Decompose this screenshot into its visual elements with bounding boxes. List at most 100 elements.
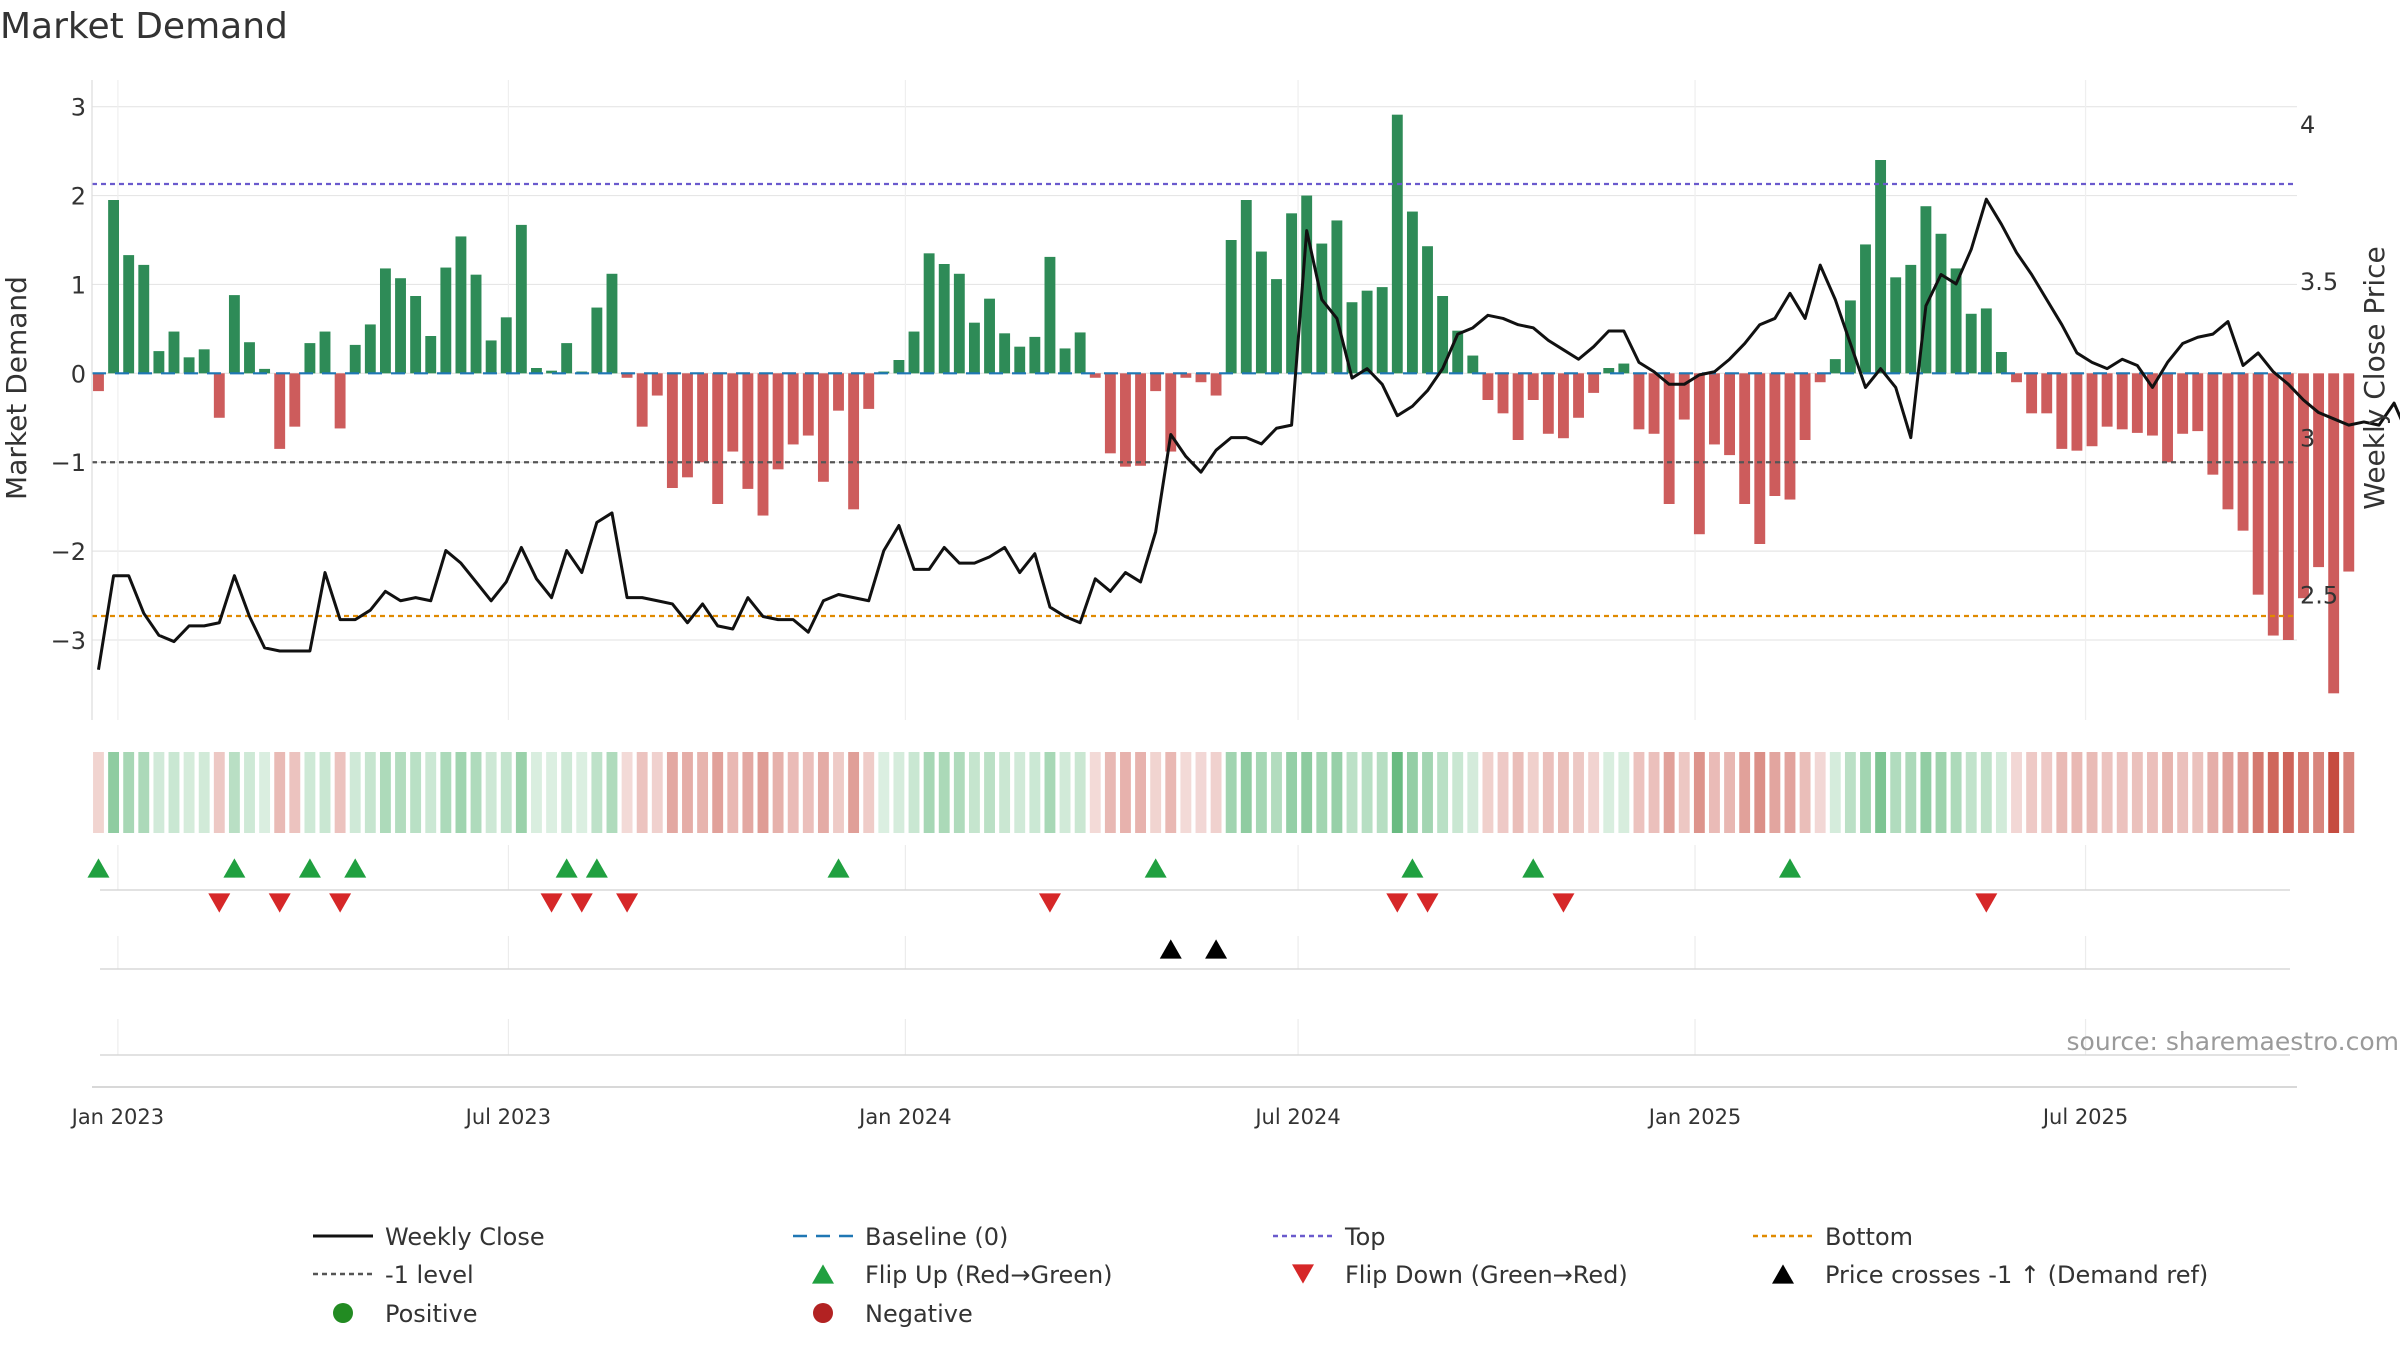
legend-label: Weekly Close bbox=[385, 1223, 545, 1251]
demand-bar bbox=[1844, 300, 1856, 374]
demand-bar bbox=[984, 298, 995, 374]
heat-cell bbox=[1316, 752, 1328, 833]
demand-bar bbox=[606, 273, 618, 374]
demand-bar bbox=[682, 373, 693, 478]
demand-bar bbox=[727, 373, 739, 452]
heat-cell bbox=[546, 752, 557, 833]
heat-cell bbox=[1633, 752, 1645, 833]
demand-bar bbox=[93, 373, 104, 392]
demand-bar bbox=[1361, 290, 1373, 374]
heat-cell bbox=[1391, 752, 1403, 833]
demand-bar bbox=[1678, 373, 1690, 420]
demand-bar bbox=[1104, 373, 1116, 454]
demand-bar bbox=[1089, 373, 1101, 378]
flip-down-marker bbox=[1552, 893, 1575, 913]
legend-flip-down-symbol bbox=[1292, 1264, 1314, 1284]
demand-bar bbox=[1965, 313, 1977, 374]
legend-item-price-cross: Price crosses -1 ↑ (Demand ref) bbox=[1772, 1261, 2208, 1289]
heat-cell bbox=[2222, 752, 2234, 833]
y-tick-label: 3 bbox=[71, 94, 86, 122]
heat-cell bbox=[1542, 752, 1554, 833]
y-tick-label: 1 bbox=[71, 271, 86, 299]
demand-bar bbox=[395, 278, 406, 374]
heat-cell bbox=[1059, 752, 1071, 833]
source-note: source: sharemaestro.com bbox=[2067, 1027, 2400, 1056]
heat-cell bbox=[168, 752, 180, 833]
heat-cell bbox=[606, 752, 618, 833]
heat-cell bbox=[1422, 752, 1433, 833]
legend-item-flip-up: Flip Up (Red→Green) bbox=[812, 1261, 1113, 1289]
demand-bar bbox=[1950, 268, 1962, 374]
heat-cell bbox=[833, 752, 844, 833]
heat-cell bbox=[984, 752, 995, 833]
demand-bar bbox=[2328, 373, 2340, 694]
heat-cell bbox=[923, 752, 935, 833]
heat-cell bbox=[727, 752, 739, 833]
y2-tick-label: 3 bbox=[2300, 425, 2315, 453]
flip-down-marker bbox=[1386, 893, 1409, 913]
demand-bar bbox=[531, 368, 542, 374]
demand-bar bbox=[470, 274, 482, 374]
heat-cell bbox=[621, 752, 633, 833]
demand-bar bbox=[621, 373, 633, 378]
heat-cell bbox=[1452, 752, 1464, 833]
heat-cell bbox=[108, 752, 120, 833]
heat-cell bbox=[1482, 752, 1494, 833]
demand-bar bbox=[697, 373, 709, 463]
heat-cell bbox=[198, 752, 210, 833]
flip-up-marker bbox=[298, 858, 321, 878]
y2-tick-label: 4 bbox=[2300, 111, 2315, 139]
flip-down-marker bbox=[540, 893, 563, 913]
heat-cell bbox=[531, 752, 542, 833]
demand-bar bbox=[1527, 373, 1539, 400]
heat-cell bbox=[1497, 752, 1509, 833]
demand-bar bbox=[485, 340, 497, 374]
flip-down-marker bbox=[616, 893, 639, 913]
demand-bar bbox=[1391, 114, 1403, 374]
demand-bar bbox=[893, 360, 905, 374]
heat-cell bbox=[319, 752, 331, 833]
demand-bar bbox=[1482, 373, 1494, 400]
x-tick-label: Jan 2024 bbox=[857, 1105, 952, 1129]
signal-markers bbox=[87, 858, 1998, 959]
heat-cell bbox=[682, 752, 693, 833]
heat-cell bbox=[1104, 752, 1116, 833]
demand-bar bbox=[1709, 373, 1720, 445]
heat-cell bbox=[138, 752, 150, 833]
heat-cell bbox=[1195, 752, 1207, 833]
heat-cell bbox=[470, 752, 482, 833]
flip-down-marker bbox=[1975, 893, 1998, 913]
demand-bar bbox=[666, 373, 678, 488]
heat-cell bbox=[1739, 752, 1751, 833]
x-tick-label: Jul 2023 bbox=[464, 1105, 551, 1129]
demand-bar bbox=[1769, 373, 1781, 496]
demand-bar bbox=[1074, 332, 1086, 374]
flip-down-marker bbox=[268, 893, 291, 913]
y2-axis-label: Weekly Close Price bbox=[2358, 246, 2391, 509]
demand-bar bbox=[938, 264, 950, 374]
demand-bar bbox=[2192, 373, 2204, 432]
demand-bar bbox=[1754, 373, 1766, 544]
demand-bar bbox=[2026, 373, 2038, 414]
heat-cell bbox=[1935, 752, 1947, 833]
demand-bar bbox=[1452, 330, 1464, 374]
flip-up-marker bbox=[1522, 858, 1545, 878]
y-tick-label: 2 bbox=[71, 183, 86, 211]
heat-cell bbox=[1784, 752, 1796, 833]
heat-cell bbox=[515, 752, 527, 833]
heat-cell bbox=[425, 752, 437, 833]
heat-cell bbox=[1573, 752, 1584, 833]
demand-bar bbox=[636, 373, 648, 427]
demand-bar bbox=[923, 253, 935, 374]
demand-bar bbox=[1029, 336, 1041, 374]
demand-bar bbox=[379, 268, 391, 374]
flip-up-marker bbox=[827, 858, 850, 878]
heat-cell bbox=[93, 752, 104, 833]
heat-cell bbox=[1361, 752, 1373, 833]
heat-cell bbox=[1950, 752, 1962, 833]
heat-cell bbox=[2011, 752, 2022, 833]
heat-cell bbox=[153, 752, 165, 833]
heat-cell bbox=[334, 752, 346, 833]
demand-bar bbox=[334, 373, 346, 429]
demand-bar bbox=[2267, 373, 2279, 636]
